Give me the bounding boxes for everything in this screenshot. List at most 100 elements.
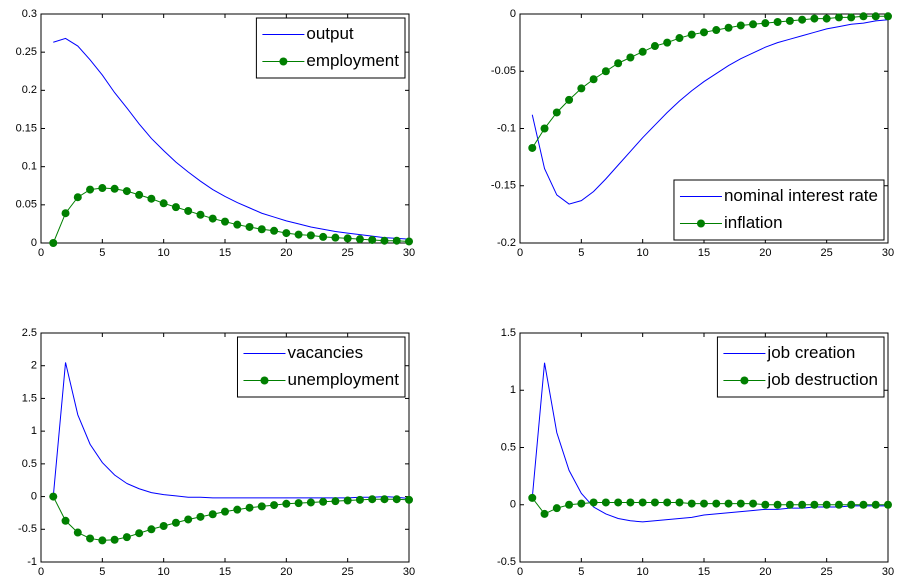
series-marker	[196, 512, 205, 521]
x-tick-label: 0	[38, 566, 44, 578]
series-marker	[871, 12, 880, 21]
x-tick-label: 20	[759, 566, 771, 578]
series-marker	[884, 500, 892, 509]
series-marker	[626, 53, 635, 62]
series-marker	[306, 231, 315, 240]
series-line	[53, 37, 410, 240]
y-tick-label: 0	[510, 499, 516, 511]
series-marker	[392, 495, 401, 504]
x-tick-label: 25	[342, 247, 354, 259]
series-marker	[822, 500, 831, 509]
series-marker	[135, 190, 144, 199]
series-marker	[736, 499, 745, 508]
x-tick-label: 0	[517, 247, 523, 259]
legend-label: job creation	[766, 343, 855, 362]
series-marker	[577, 499, 586, 508]
legend-box	[673, 179, 885, 241]
series-marker	[49, 492, 58, 501]
legend-label: job destruction	[766, 370, 878, 389]
axes: 0 5 10 15 20 25 30 -1 -0.5 0 0.5 1 1.5 2 2.5 vacancies u…	[18, 327, 415, 578]
series-marker	[847, 13, 856, 22]
series-marker	[798, 15, 807, 24]
series-marker	[810, 14, 819, 23]
series-marker	[147, 194, 156, 203]
x-tick-label: 30	[882, 247, 894, 259]
y-tick-label: 2	[31, 360, 37, 372]
series-marker	[712, 499, 721, 508]
series-marker	[184, 206, 193, 215]
series-marker	[171, 203, 180, 212]
legend-label: inflation	[724, 213, 783, 232]
series-marker	[700, 499, 708, 508]
series-marker	[565, 500, 574, 509]
series-marker	[122, 533, 131, 542]
series-marker	[171, 518, 180, 527]
series-marker	[773, 500, 782, 509]
legend-box	[716, 336, 885, 398]
series-marker	[540, 124, 549, 133]
y-tick-label: -0.1	[497, 122, 516, 134]
series-marker	[392, 236, 401, 245]
y-tick-label: -0.05	[491, 65, 516, 77]
series-marker	[86, 534, 95, 543]
legend: output employment	[255, 17, 406, 79]
series-marker	[663, 38, 672, 47]
series-marker	[724, 499, 733, 508]
series-marker	[650, 42, 659, 51]
axes: 0 5 10 15 20 25 30 -0.2 -0.15 -0.1 -0.05 0 nominal i…	[491, 8, 894, 259]
series-marker	[540, 509, 549, 518]
series-marker	[663, 498, 672, 507]
series-marker	[61, 209, 70, 218]
series-marker	[257, 225, 266, 234]
series-marker	[282, 499, 291, 508]
series-marker	[98, 536, 107, 545]
series-marker	[343, 496, 352, 505]
series-marker	[257, 502, 266, 511]
legend-marker	[260, 376, 269, 385]
series-marker	[577, 84, 586, 93]
series-marker	[294, 230, 303, 239]
x-tick-label: 15	[219, 566, 231, 578]
axes: 0 5 10 15 20 25 30 0 0.05 0.1 0.15 0.2 0.25 0.3 output…	[16, 8, 416, 259]
series-marker	[233, 505, 242, 514]
series-marker	[761, 19, 770, 28]
y-tick-label: 0	[31, 490, 37, 502]
series-marker	[589, 498, 598, 507]
series-marker	[73, 193, 82, 202]
x-tick-label: 30	[403, 566, 415, 578]
x-tick-label: 10	[637, 566, 649, 578]
series-marker	[785, 500, 794, 509]
series-marker	[306, 498, 315, 507]
series-marker	[270, 226, 279, 235]
y-tick-label: 0.2	[22, 84, 37, 96]
x-tick-label: 30	[882, 566, 894, 578]
series-marker	[245, 222, 254, 231]
x-tick-label: 5	[99, 566, 105, 578]
series-marker	[675, 498, 684, 507]
y-tick-label: 0.5	[22, 458, 37, 470]
series-marker	[859, 500, 868, 509]
series-marker	[565, 95, 574, 104]
series-marker	[785, 16, 794, 25]
series-marker	[368, 495, 377, 504]
series-marker	[110, 535, 119, 544]
series-marker	[712, 26, 721, 35]
series-marker	[196, 210, 205, 219]
x-tick-label: 20	[280, 247, 292, 259]
series-marker	[810, 500, 819, 509]
series-marker	[405, 237, 413, 246]
legend-box	[236, 336, 406, 398]
series-marker	[159, 199, 168, 208]
series-marker	[61, 516, 70, 525]
x-tick-label: 30	[403, 247, 415, 259]
legend-label: output	[306, 24, 354, 43]
x-tick-label: 25	[821, 566, 833, 578]
y-tick-label: -0.15	[491, 180, 516, 192]
series-marker	[233, 220, 242, 229]
series-marker	[884, 12, 892, 21]
series-marker	[736, 21, 745, 30]
series-marker	[184, 515, 193, 524]
y-tick-label: 0.1	[22, 161, 37, 173]
y-tick-label: -0.5	[18, 523, 37, 535]
